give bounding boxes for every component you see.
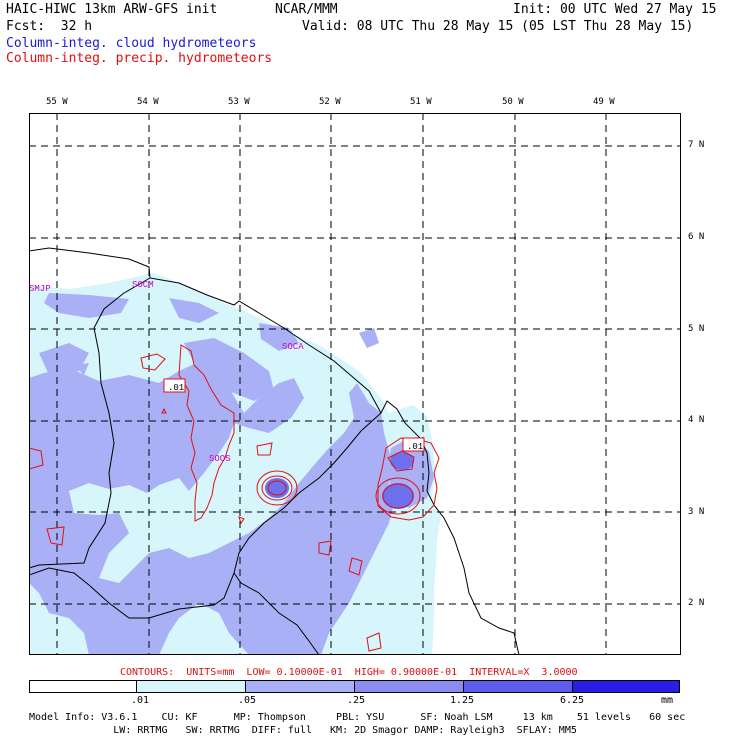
latlon-grid: [29, 113, 681, 655]
contours-info: CONTOURS: UNITS=mm LOW= 0.10000E-01 HIGH…: [120, 667, 578, 678]
init-time: Init: 00 UTC Wed 27 May 15: [513, 2, 717, 17]
lon-label: 52 W: [319, 97, 341, 107]
title-left: HAIC-HIWC 13km ARW-GFS init: [6, 2, 218, 17]
colorbar-segment: [245, 680, 355, 693]
lon-label: 51 W: [410, 97, 432, 107]
title-org: NCAR/MMM: [275, 2, 338, 17]
lat-label: 2 N: [688, 598, 705, 608]
model-info-line1: Model Info: V3.6.1 CU: KF MP: Thompson P…: [29, 712, 686, 723]
lat-label: 4 N: [688, 415, 705, 425]
map-svg: .01 .01 SMJP SOCM SOCA SOOS: [29, 113, 681, 655]
colorbar-tick: .25: [347, 695, 366, 706]
colorbar-tick: .01: [131, 695, 150, 706]
colorbar-segment: [572, 680, 680, 693]
model-info-line2: LW: RRTMG SW: RRTMG DIFF: full KM: 2D Sm…: [29, 725, 577, 736]
precip-contours: [29, 344, 440, 652]
lon-label: 49 W: [593, 97, 615, 107]
map-frame: [29, 113, 681, 655]
colorbar-segment: [354, 680, 464, 693]
colorbar-tick: 1.25: [450, 695, 475, 706]
cloud-area-lavender: [29, 361, 394, 655]
contour-label: .01: [407, 442, 423, 452]
contour-label-box: [402, 437, 425, 452]
colorbar-segment: [463, 680, 573, 693]
forecast-hour: Fcst: 32 h: [6, 19, 93, 34]
contour-label-box: [163, 378, 186, 393]
station-label: SMJP: [29, 284, 51, 294]
lat-label: 7 N: [688, 140, 705, 150]
colorbar-units: mm: [661, 695, 674, 706]
field-cloud-label: Column-integ. cloud hydrometeors: [6, 36, 257, 51]
precip-core: [390, 452, 414, 470]
valid-time: Valid: 08 UTC Thu 28 May 15 (05 LST Thu …: [302, 19, 694, 34]
lon-label: 53 W: [228, 97, 250, 107]
lat-label: 5 N: [688, 324, 705, 334]
colorbar-tick: .05: [238, 695, 257, 706]
colorbar-segment: [29, 680, 137, 693]
station-label: SOOS: [209, 454, 231, 464]
map-panel: .01 .01 SMJP SOCM SOCA SOOS: [29, 113, 681, 655]
colorbar-segment: [136, 680, 246, 693]
colorbar-tick: 6.25: [560, 695, 585, 706]
precip-core: [382, 483, 414, 509]
station-label: SOCA: [282, 342, 304, 352]
lon-label: 55 W: [46, 97, 68, 107]
field-precip-label: Column-integ. precip. hydrometeors: [6, 51, 273, 66]
lon-label: 54 W: [137, 97, 159, 107]
contour-label: .01: [168, 383, 184, 393]
coastline: [29, 247, 520, 655]
lon-label: 50 W: [502, 97, 524, 107]
station-label: SOCM: [132, 280, 154, 290]
lat-label: 3 N: [688, 507, 705, 517]
lat-label: 6 N: [688, 232, 705, 242]
